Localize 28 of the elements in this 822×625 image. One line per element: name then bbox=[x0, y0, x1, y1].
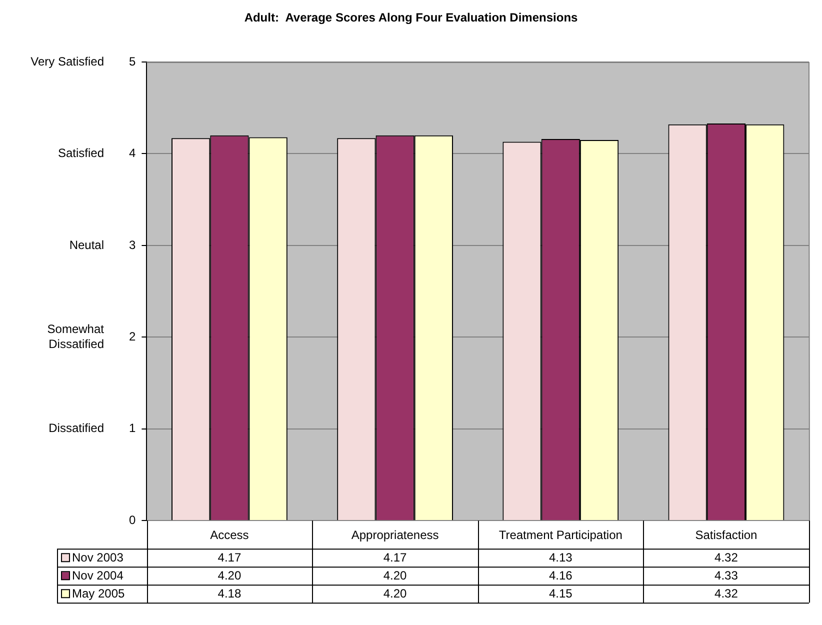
text: Somewhat Dissatified bbox=[47, 322, 105, 351]
x-tick-label: Access bbox=[210, 528, 249, 542]
data-label: 4.33 bbox=[714, 568, 738, 582]
text: Neutal bbox=[69, 238, 104, 252]
data-label: 4.18 bbox=[218, 586, 242, 600]
x-tick-label: Appropriateness bbox=[351, 528, 439, 542]
text: Satisfied bbox=[58, 146, 104, 160]
data-label: 4.32 bbox=[714, 586, 738, 600]
y-tick-label: 3 bbox=[128, 238, 136, 252]
y-tick-label: 4 bbox=[128, 146, 136, 160]
data-label: 4.17 bbox=[383, 550, 408, 564]
data-label: 4.20 bbox=[218, 568, 242, 582]
y-tick-label: 1 bbox=[128, 421, 136, 436]
data-label: 4.16 bbox=[548, 568, 573, 582]
x-tick-label: Satisfaction bbox=[695, 528, 758, 542]
data-label: 4.32 bbox=[714, 550, 738, 564]
y-tick-label: 2 bbox=[128, 329, 136, 344]
data-label: 4.17 bbox=[218, 550, 242, 564]
y-tick-label: 5 bbox=[128, 54, 136, 68]
data-label: 4.20 bbox=[383, 568, 408, 582]
data-label: 4.15 bbox=[548, 586, 573, 600]
text: Dissatified bbox=[48, 421, 104, 436]
chart-title: Adult: Average Scores Along Four Evaluation Dimensions bbox=[244, 10, 578, 24]
y-tick-label: 0 bbox=[128, 512, 136, 527]
data-label: 4.20 bbox=[383, 586, 408, 600]
data-label: 4.13 bbox=[548, 550, 573, 564]
x-tick-label: Treatment Participation bbox=[498, 528, 622, 542]
text: Very Satisfied bbox=[30, 54, 104, 68]
